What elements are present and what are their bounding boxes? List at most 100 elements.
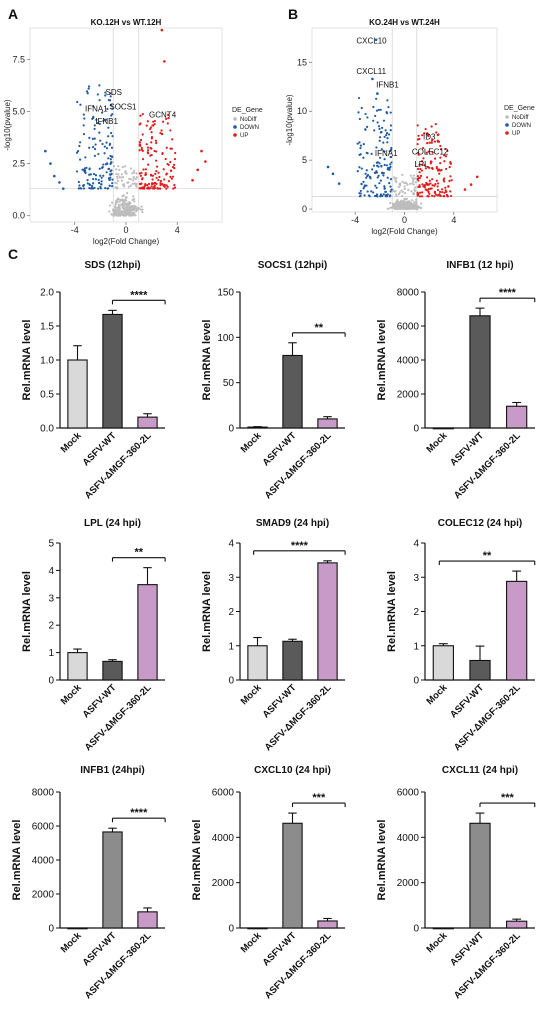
point-up (428, 179, 431, 182)
bar-2 (506, 580, 528, 681)
point-nodiff (394, 190, 397, 193)
y-tick-label: 4 (228, 539, 234, 550)
point-up (439, 161, 442, 165)
point-down (91, 184, 94, 187)
point-up (430, 194, 434, 198)
point-down (79, 187, 82, 190)
plot-frame (311, 27, 498, 213)
point-nodiff (129, 209, 132, 212)
x-tick-label: ASFV-ΔMGF-360-2L (263, 930, 334, 1001)
point-nodiff (131, 208, 134, 212)
point-down (380, 126, 384, 129)
point-down (92, 177, 95, 181)
plot-frame (29, 27, 223, 223)
point-nodiff (133, 205, 137, 209)
point-nodiff (118, 208, 122, 211)
point-nodiff (124, 170, 127, 173)
legend: DE_Gene NoDiff DOWN UP (232, 107, 263, 139)
point-down (360, 167, 363, 170)
point-nodiff (393, 176, 396, 179)
point-nodiff (121, 166, 124, 169)
y-axis-label: Rel.mRNA level (376, 820, 388, 901)
point-down (108, 184, 111, 187)
point-up (150, 137, 153, 140)
point-up (446, 195, 450, 198)
point-nodiff (413, 206, 416, 209)
gene-label: SOCS1 (109, 102, 137, 111)
point-up (469, 183, 473, 186)
y-tick-label: 2000 (32, 890, 55, 901)
point-down (380, 148, 383, 151)
y-tick-label: 4000 (32, 856, 55, 867)
point-up (204, 160, 207, 163)
point-up (138, 141, 141, 144)
point-up (157, 187, 160, 190)
volcano-plot-2: KO.24H vs WT.24H CXCL10 CXCL11 IFNB1 IFNA1 ID… (285, 18, 535, 236)
point-down (79, 141, 82, 144)
point-up (442, 195, 445, 198)
point-up (144, 182, 147, 186)
point-down (376, 121, 379, 124)
point-down (78, 144, 81, 148)
point-up (448, 166, 451, 169)
point-nodiff (409, 174, 412, 177)
y-tick-label: 4 (48, 566, 54, 577)
point-down (357, 111, 360, 114)
bar-0 (247, 645, 268, 681)
bar-0 (67, 927, 88, 930)
point-down (382, 174, 385, 177)
y-tick-label: 3 (228, 573, 234, 584)
point-down (387, 133, 391, 136)
point-down (377, 108, 380, 111)
point-down (96, 93, 99, 96)
chart-title: SOCS1 (12hpi) (258, 260, 327, 271)
point-up (161, 152, 164, 156)
y-axis-label: Rel.mRNA level (21, 320, 33, 401)
point-up (441, 190, 444, 194)
point-down (88, 183, 92, 187)
point-up (427, 150, 430, 153)
point-nodiff (405, 182, 408, 185)
point-up (172, 163, 176, 166)
point-down (376, 92, 379, 95)
point-down (383, 163, 386, 167)
chart-title: KO.12H vs WT.12H (91, 18, 162, 27)
point-down (49, 162, 52, 165)
point-down (366, 190, 369, 193)
point-down (88, 136, 91, 139)
point-up (174, 151, 177, 155)
point-nodiff (409, 203, 412, 206)
point-nodiff (401, 194, 404, 197)
point-up (433, 195, 436, 198)
point-down (364, 172, 367, 175)
point-down (110, 131, 113, 135)
point-nodiff (117, 197, 120, 200)
point-down (109, 162, 112, 165)
point-down (86, 92, 89, 95)
point-nodiff (137, 207, 141, 210)
y-tick-label: 5 (48, 539, 54, 550)
point-nodiff (404, 206, 407, 210)
point-nodiff (409, 207, 413, 210)
point-down (387, 105, 390, 109)
point-down (383, 157, 386, 161)
point-down (364, 112, 367, 116)
point-up (444, 186, 447, 189)
x-tick-label: ASFV-ΔMGF-360-2L (83, 682, 154, 753)
point-down (88, 187, 91, 190)
point-up (138, 187, 141, 190)
y-axis-label: Rel.mRNA level (11, 820, 23, 901)
point-up (443, 191, 446, 194)
point-down (77, 180, 80, 184)
point-nodiff (415, 198, 418, 201)
point-down (389, 124, 393, 127)
x-tick-label: Mock (424, 430, 449, 455)
point-up (450, 179, 453, 182)
point-up (449, 175, 452, 178)
point-up (155, 141, 158, 145)
bar-0 (247, 426, 268, 429)
point-nodiff (408, 205, 412, 208)
y-tick-label: 0.5 (40, 390, 54, 401)
point-down (388, 168, 391, 171)
point-down (82, 124, 85, 127)
